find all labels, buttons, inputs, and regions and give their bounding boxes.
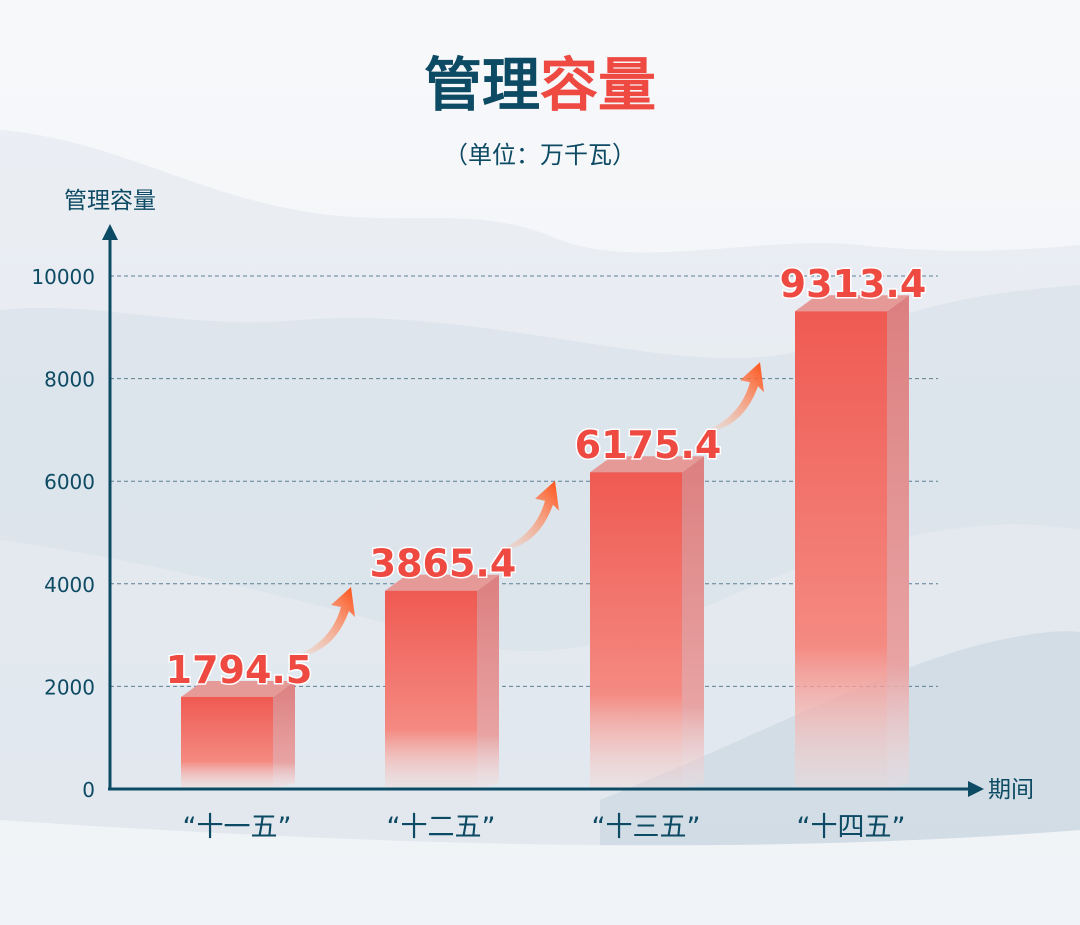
x-tick-label: “十二五” bbox=[387, 812, 496, 843]
bar bbox=[795, 295, 909, 789]
data-label: 1794.5 bbox=[166, 648, 313, 692]
bar-side bbox=[682, 456, 704, 789]
x-tick-label: “十一五” bbox=[183, 812, 292, 843]
y-tick-label: 8000 bbox=[44, 368, 95, 392]
bar-top bbox=[181, 680, 295, 697]
y-axis-arrow-icon bbox=[102, 224, 118, 240]
title-part1: 管理 bbox=[424, 51, 540, 119]
y-tick-label: 0 bbox=[82, 778, 95, 802]
x-tick-label: “十四五” bbox=[797, 812, 906, 843]
y-tick-label: 10000 bbox=[31, 265, 95, 289]
bar-side bbox=[273, 680, 295, 789]
data-label: 9313.4 bbox=[780, 262, 927, 306]
bar-side bbox=[887, 295, 909, 789]
bar-top bbox=[795, 295, 909, 312]
data-label: 3865.4 bbox=[370, 542, 517, 586]
y-tick-label: 2000 bbox=[44, 675, 95, 699]
x-axis-arrow-icon bbox=[968, 781, 984, 797]
bar bbox=[385, 574, 499, 789]
y-tick-label: 6000 bbox=[44, 470, 95, 494]
title-part2: 容量 bbox=[540, 51, 656, 119]
bar-front bbox=[181, 696, 273, 789]
bar bbox=[181, 680, 295, 789]
bar-top bbox=[385, 574, 499, 591]
bar-top bbox=[590, 456, 704, 473]
growth-arrow-icon bbox=[497, 480, 559, 551]
data-label: 6175.4 bbox=[575, 423, 722, 467]
growth-arrow-icon bbox=[293, 586, 355, 657]
bar-side bbox=[477, 574, 499, 789]
x-tick-label: “十三五” bbox=[592, 812, 701, 843]
x-axis-label: 期间 bbox=[988, 777, 1034, 803]
y-tick-label: 4000 bbox=[44, 573, 95, 597]
growth-arrow-icon bbox=[702, 362, 764, 433]
chart-title: 管理容量 bbox=[424, 51, 656, 119]
bar-front bbox=[385, 590, 477, 789]
bar bbox=[590, 456, 704, 789]
bar-front bbox=[795, 311, 887, 789]
y-axis-label: 管理容量 bbox=[64, 188, 156, 214]
bar-front bbox=[590, 472, 682, 789]
chart-subtitle: （单位：万千瓦） bbox=[444, 141, 636, 169]
